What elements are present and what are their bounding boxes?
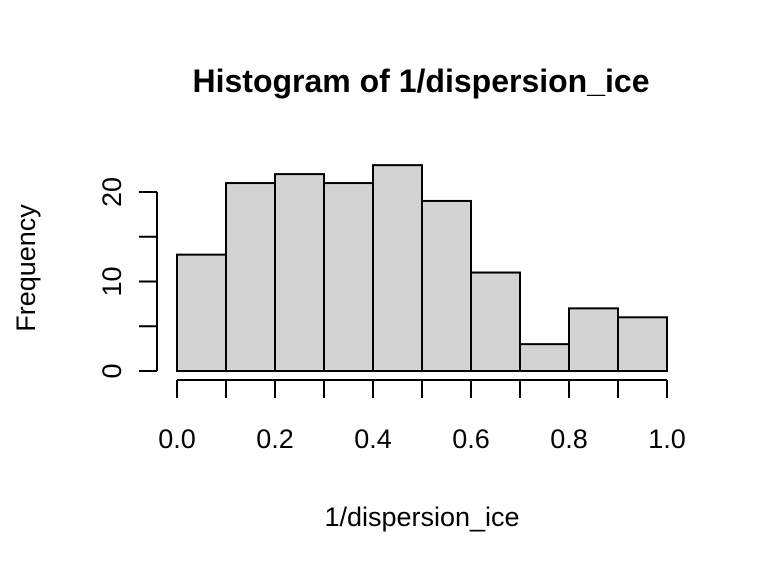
y-tick-label-2: 10 — [97, 266, 127, 296]
histogram-bar-9 — [617, 316, 668, 372]
x-tick-label-3: 0.6 — [452, 424, 490, 454]
histogram-bar-0 — [176, 253, 227, 372]
histogram-bar-7 — [519, 343, 570, 372]
histogram-bar-5 — [421, 199, 472, 372]
histogram-bar-3 — [323, 182, 374, 372]
x-axis-label: 1/dispersion_ice — [324, 502, 519, 532]
x-tick-label-2: 0.4 — [354, 424, 392, 454]
x-tick-label-4: 0.8 — [550, 424, 588, 454]
histogram-bar-2 — [274, 173, 325, 372]
histogram-bar-6 — [470, 271, 521, 372]
x-tick-label-5: 1.0 — [648, 424, 686, 454]
bars-group — [176, 164, 668, 373]
histogram-bar-4 — [372, 164, 423, 372]
y-tick-label-0: 0 — [97, 363, 127, 378]
y-axis: 0 10 20 — [97, 177, 158, 379]
histogram-bar-8 — [568, 307, 619, 373]
y-tick-label-4: 20 — [97, 177, 127, 207]
x-tick-label-0: 0.0 — [158, 424, 196, 454]
x-tick-label-1: 0.2 — [256, 424, 294, 454]
y-axis-label: Frequency — [11, 204, 41, 332]
x-axis: 0.0 0.2 0.4 0.6 0.8 1.0 — [158, 379, 686, 454]
histogram-bar-1 — [225, 182, 276, 372]
chart-title: Histogram of 1/dispersion_ice — [192, 63, 649, 99]
